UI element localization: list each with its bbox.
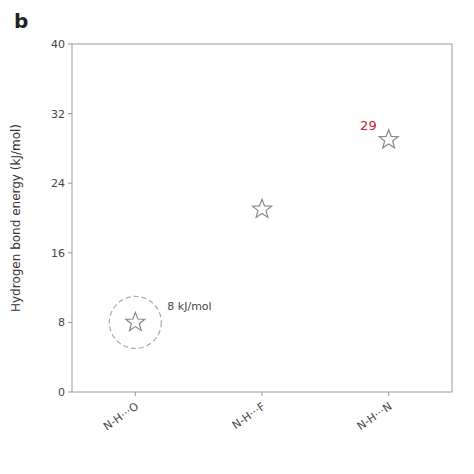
y-tick-label: 8 (58, 316, 65, 329)
x-tick-label: N-H···F (230, 400, 268, 432)
y-tick (68, 183, 72, 184)
x-tick (135, 392, 136, 396)
star-point (252, 199, 271, 217)
title: b (14, 9, 28, 33)
x-tick (388, 392, 389, 396)
y-tick (68, 44, 72, 45)
chart: 0 8 16 24 32 40 N-H···O N-H···F N-H···N Hydrogen … (0, 0, 474, 474)
star-point (379, 130, 398, 148)
marks (126, 130, 398, 331)
star-point (126, 312, 145, 330)
y-tick (68, 392, 72, 393)
y-tick-label: 0 (58, 386, 65, 399)
plot-frame (72, 44, 452, 392)
annotation: 8 kJ/mol (167, 300, 211, 313)
x-tick (262, 392, 263, 396)
highlight-circle (109, 296, 161, 348)
y-tick (68, 113, 72, 114)
y-tick (68, 322, 72, 323)
y-tick (68, 252, 72, 253)
y-tick-label: 32 (51, 108, 65, 121)
x-tick-label: N-H···O (101, 400, 141, 434)
x-tick-label: N-H···N (355, 400, 395, 433)
y-tick-label: 40 (51, 38, 65, 51)
y-tick-label: 16 (51, 247, 65, 260)
annotation: 29 (360, 118, 377, 133)
y-axis-label: Hydrogen bond energy (kJ/mol) (9, 124, 23, 312)
y-tick-label: 24 (51, 177, 65, 190)
